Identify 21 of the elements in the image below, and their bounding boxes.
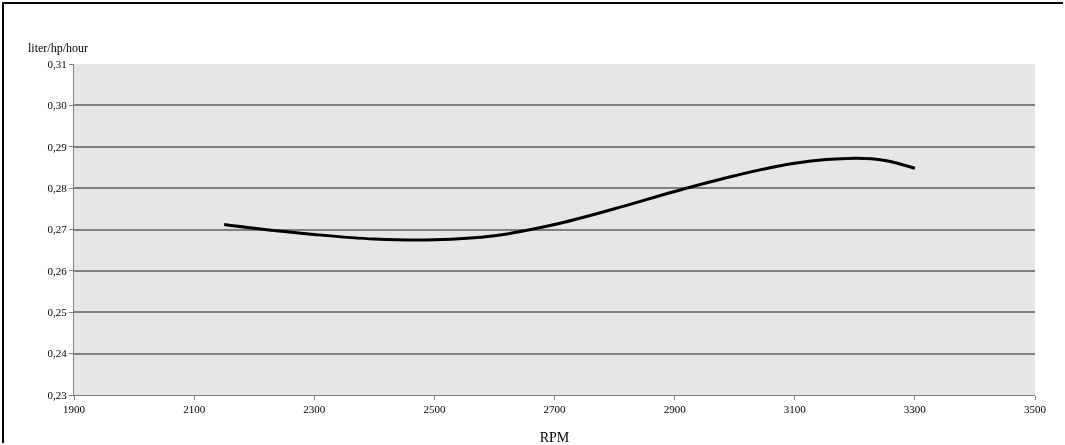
y-tick-label: 0,27 bbox=[47, 223, 68, 236]
x-tick-label: 3100 bbox=[783, 403, 807, 416]
x-tick-label: 3300 bbox=[903, 403, 927, 416]
x-tick-label: 2300 bbox=[303, 403, 326, 416]
x-tick-label: 3500 bbox=[1024, 403, 1047, 416]
x-tick-label: 2700 bbox=[543, 403, 566, 416]
y-tick-label: 0,31 bbox=[47, 57, 67, 70]
y-axis-title: liter/hp/hour bbox=[28, 41, 88, 55]
y-tick-label: 0,30 bbox=[47, 99, 68, 112]
y-tick-label: 0,28 bbox=[47, 181, 68, 194]
y-tick-label: 0,23 bbox=[47, 388, 68, 401]
x-tick-label: 2100 bbox=[183, 403, 206, 416]
y-tick-label: 0,29 bbox=[47, 140, 68, 153]
x-tick-label: 2900 bbox=[663, 403, 687, 416]
line-series bbox=[222, 156, 917, 242]
x-axis-title: RPM bbox=[539, 430, 570, 445]
y-tick-label: 0,26 bbox=[47, 264, 68, 277]
x-tick-label: 1900 bbox=[63, 403, 86, 416]
x-tick-label: 2500 bbox=[423, 403, 446, 416]
y-tick-label: 0,25 bbox=[47, 306, 68, 319]
y-tick-label: 0,24 bbox=[47, 347, 68, 360]
